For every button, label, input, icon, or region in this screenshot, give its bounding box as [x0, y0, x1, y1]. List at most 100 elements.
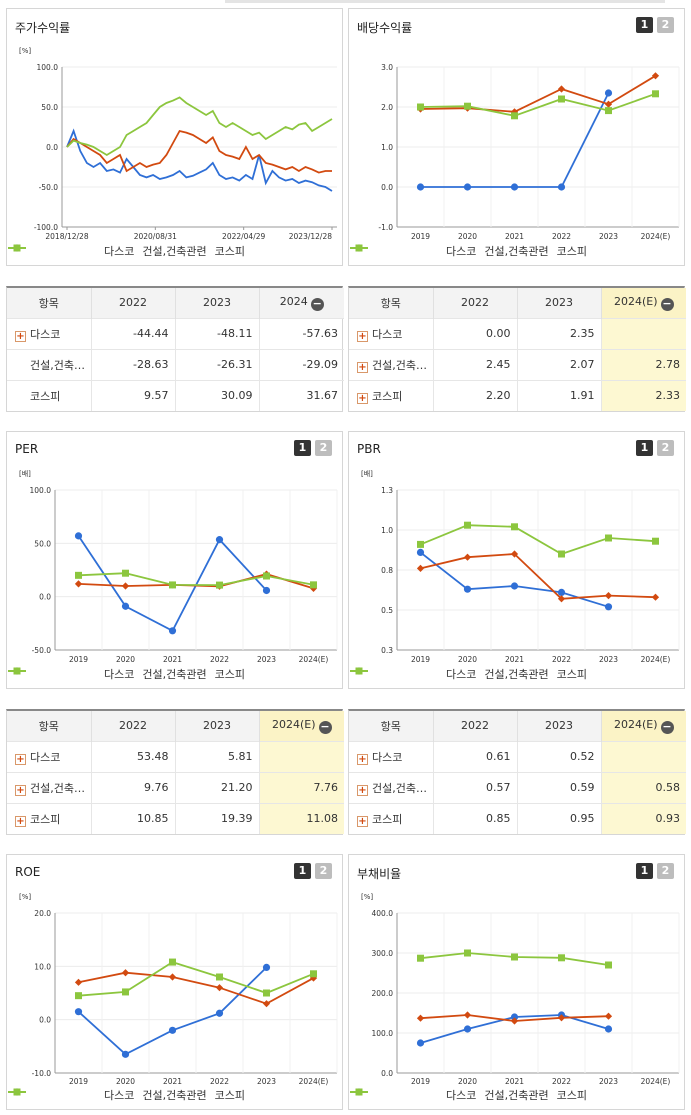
page-button-2[interactable]: 2 — [657, 863, 674, 879]
table-row: + 건설,건축… 9.76 21.20 7.76 — [7, 771, 344, 803]
page-button-1[interactable]: 1 — [294, 863, 311, 879]
y-tick-label: 0.3 — [381, 646, 393, 655]
page-button-2[interactable]: 2 — [657, 17, 674, 33]
column-header[interactable]: 2024(E) − — [600, 711, 686, 741]
expand-icon[interactable]: + — [357, 815, 368, 827]
x-tick-label: 2023 — [599, 655, 618, 664]
data-point-daesco — [604, 1025, 613, 1033]
expand-icon[interactable]: + — [15, 330, 26, 342]
page-button-1[interactable]: 1 — [636, 17, 653, 33]
page-button-1[interactable]: 1 — [636, 440, 653, 456]
y-tick-label: 0.8 — [381, 566, 393, 575]
panel-title: PBR — [357, 442, 381, 456]
legend-item-kospi[interactable]: 코스피 — [350, 1087, 587, 1103]
table-row: + 다스코 0.61 0.52 — [349, 740, 686, 772]
row-label[interactable]: + 건설,건축… — [7, 771, 91, 803]
column-header: 항목 — [349, 711, 433, 741]
collapse-icon[interactable]: − — [660, 296, 674, 311]
table-cell: 0.59 — [516, 771, 601, 803]
table-row: + 건설,건축… 2.45 2.07 2.78 — [349, 348, 686, 380]
x-tick-label: 2023 — [257, 1077, 276, 1086]
page-button-2[interactable]: 2 — [657, 440, 674, 456]
column-header[interactable]: 2024(E) − — [600, 288, 686, 318]
legend-item-daesco[interactable]: 다스코 — [8, 243, 134, 259]
row-label[interactable]: + 코스피 — [349, 802, 433, 834]
table-cell — [258, 740, 344, 772]
x-tick-label: 2023 — [599, 232, 618, 241]
y-unit-label: [%] — [19, 47, 31, 55]
legend-item-kospi[interactable]: 코스피 — [8, 666, 245, 682]
row-label[interactable]: + 건설,건축… — [349, 771, 433, 803]
row-label[interactable]: + 건설,건축… — [349, 348, 433, 380]
column-header: 2023 — [516, 711, 601, 741]
data-point-daesco — [604, 89, 613, 97]
legend-item-construction[interactable]: 건설,건축관련 — [350, 1087, 549, 1103]
page-button-2[interactable]: 2 — [315, 863, 332, 879]
expand-icon[interactable]: + — [357, 330, 368, 342]
table-dividend-yield: 항목 2022 2023 2024(E) − + 다스코 0.00 2.35 + 건설,건축… 2.4… — [348, 286, 686, 412]
table-cell: 0.52 — [516, 740, 601, 772]
legend-item-daesco[interactable]: 다스코 — [350, 666, 476, 682]
y-tick-label: 100.0 — [372, 1029, 394, 1038]
legend-label: 다스코 — [104, 1089, 135, 1102]
legend-item-daesco[interactable]: 다스코 — [8, 1087, 135, 1103]
legend-item-kospi[interactable]: 코스피 — [350, 243, 587, 259]
legend-item-daesco[interactable]: 다스코 — [350, 1087, 476, 1103]
expand-icon[interactable]: + — [357, 392, 368, 404]
page-button-2[interactable]: 2 — [315, 440, 332, 456]
data-point-kospi — [122, 569, 129, 577]
legend-item-daesco[interactable]: 다스코 — [8, 666, 135, 682]
legend-item-construction[interactable]: 건설,건축관련 — [8, 243, 207, 259]
legend-item-kospi[interactable]: 코스피 — [8, 243, 245, 259]
column-header[interactable]: 2024− — [258, 288, 344, 318]
row-label[interactable]: + 다스코 — [7, 740, 91, 772]
table-stock-return: 항목 2022 2023 2024− + 다스코 -44.44 -48.11 -57.63 건설,… — [6, 286, 344, 412]
legend-item-construction[interactable]: 건설,건축관련 — [350, 666, 549, 682]
data-point-daesco — [215, 1009, 224, 1017]
x-tick-label: 2019 — [69, 655, 88, 664]
collapse-icon[interactable]: − — [318, 719, 332, 734]
expand-icon[interactable]: + — [15, 784, 26, 796]
legend-item-daesco[interactable]: 다스코 — [350, 243, 476, 259]
chart-legend: 다스코 건설,건축관련 코스피 — [349, 666, 684, 682]
column-header[interactable]: 2024(E) − — [258, 711, 344, 741]
page-button-1[interactable]: 1 — [294, 440, 311, 456]
row-label[interactable]: + 코스피 — [349, 379, 433, 411]
data-point-daesco — [510, 183, 519, 191]
legend-item-construction[interactable]: 건설,건축관련 — [350, 243, 549, 259]
legend-label: 코스피 — [214, 245, 245, 258]
expand-icon[interactable]: + — [15, 753, 26, 765]
collapse-icon[interactable]: − — [310, 296, 324, 311]
expand-icon[interactable]: + — [357, 361, 368, 373]
data-point-kospi — [558, 954, 565, 962]
row-label[interactable]: + 다스코 — [349, 317, 433, 349]
data-point-daesco — [121, 1050, 130, 1058]
page-button-1[interactable]: 1 — [636, 863, 653, 879]
row-label[interactable]: + 다스코 — [349, 740, 433, 772]
data-point-construction — [262, 1000, 271, 1008]
legend-item-construction[interactable]: 건설,건축관련 — [8, 666, 207, 682]
expand-icon[interactable]: + — [357, 753, 368, 765]
y-tick-label: -1.0 — [378, 223, 393, 232]
y-tick-label: -100.0 — [34, 223, 58, 232]
legend-label: 다스코 — [104, 668, 135, 681]
data-point-construction — [215, 984, 224, 992]
legend-item-kospi[interactable]: 코스피 — [8, 1087, 245, 1103]
column-header: 항목 — [7, 711, 91, 741]
column-header: 항목 — [7, 288, 91, 318]
collapse-icon[interactable]: − — [660, 719, 674, 734]
data-point-kospi — [605, 961, 612, 969]
legend-item-kospi[interactable]: 코스피 — [350, 666, 587, 682]
expand-icon[interactable]: + — [357, 784, 368, 796]
row-label[interactable]: + 다스코 — [7, 317, 91, 349]
legend-item-construction[interactable]: 건설,건축관련 — [8, 1087, 207, 1103]
x-tick-label: 2019 — [411, 655, 430, 664]
x-tick-label: 2021 — [505, 232, 524, 241]
data-point-kospi — [417, 540, 424, 548]
row-label[interactable]: + 코스피 — [7, 802, 91, 834]
expand-icon[interactable]: + — [15, 815, 26, 827]
